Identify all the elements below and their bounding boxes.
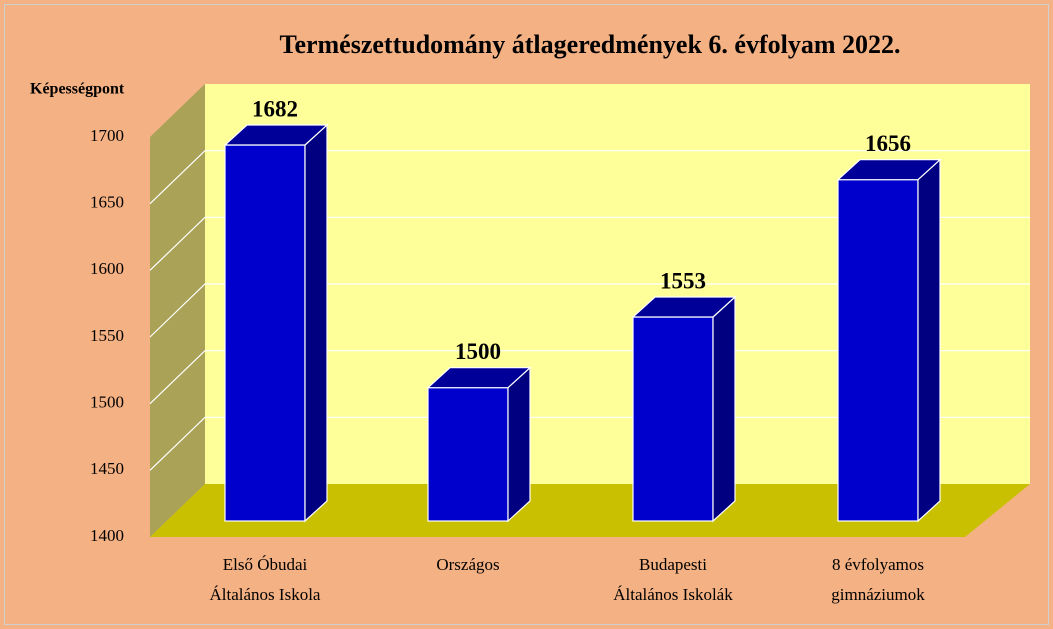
x-tick-label: Országos [436,555,499,574]
grid-line [149,216,1030,271]
grid-line [149,350,1030,405]
grid-line [149,150,1030,205]
bar-front [837,179,919,522]
bar-top [426,367,532,389]
bar-front [632,316,714,522]
bar-side [507,366,531,523]
y-tick-label: 1500 [90,393,124,412]
x-tick-label: Általános Iskola [210,585,321,604]
bar-front [224,144,306,522]
bar-top [836,159,942,181]
grid-line [149,283,1030,338]
bar-top [223,124,329,146]
y-tick-label: 1400 [90,526,124,545]
bar [631,295,737,523]
y-tick-label: 1650 [90,193,124,212]
y-tick-label: 1550 [90,326,124,345]
y-tick-label: 1600 [90,259,124,278]
value-label: 1500 [455,339,501,364]
x-tick-label: Általános Iskolák [613,585,733,604]
chart-title: Természettudomány átlageredmények 6. évf… [279,30,900,59]
grid-line [149,416,1030,471]
bar-side [304,123,328,523]
value-label: 1553 [660,268,706,293]
bar [426,366,532,523]
y-axis-label: Képességpont [30,81,125,98]
bar-top [631,296,737,318]
bar-side [712,295,736,523]
value-label: 1682 [252,96,298,121]
y-tick-label: 1700 [90,126,124,145]
bar-side [917,158,941,523]
floor [150,484,1030,537]
x-tick-label: Budapesti [639,555,707,574]
frame [4,4,1049,625]
bar [836,158,942,523]
bar [223,123,329,523]
y-tick-label: 1450 [90,459,124,478]
x-tick-label: gimnáziumok [831,585,925,604]
x-tick-label: 8 évfolyamos [832,555,924,574]
value-label: 1656 [865,131,911,156]
x-tick-label: Első Óbudai [223,555,308,574]
bar-front [427,387,509,522]
